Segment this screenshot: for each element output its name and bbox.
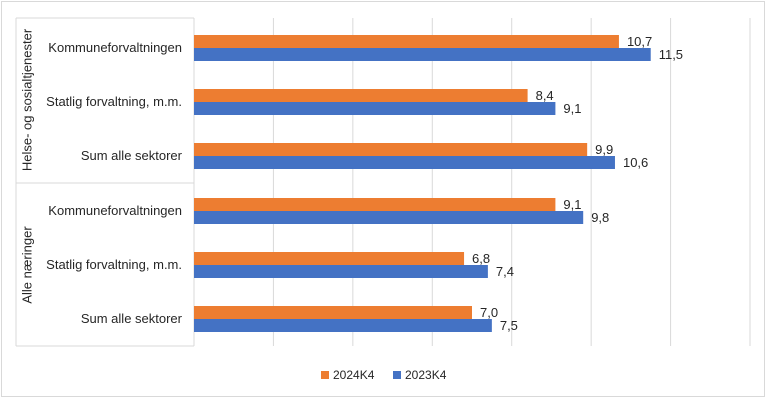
category-label: Statlig forvaltning, m.m. (46, 94, 182, 109)
data-label: 9,1 (563, 197, 581, 212)
data-label: 10,6 (623, 155, 648, 170)
data-label: 9,1 (563, 101, 581, 116)
category-label: Statlig forvaltning, m.m. (46, 257, 182, 272)
data-label: 8,4 (536, 88, 554, 103)
legend-swatch (321, 371, 329, 379)
legend-label: 2023K4 (405, 368, 447, 382)
bar-2023k4 (194, 102, 556, 115)
data-label: 6,8 (472, 251, 490, 266)
bar-2024k4 (194, 252, 465, 265)
bar-2024k4 (194, 89, 528, 102)
group-label: Helse- og sosialtjenester (19, 28, 34, 171)
legend-swatch (393, 371, 401, 379)
category-label: Kommuneforvaltningen (48, 203, 182, 218)
bar-2024k4 (194, 35, 619, 48)
bar-2024k4 (194, 306, 472, 319)
category-label: Sum alle sektorer (81, 148, 183, 163)
category-label: Sum alle sektorer (81, 311, 183, 326)
data-label: 7,0 (480, 305, 498, 320)
legend-label: 2024K4 (333, 368, 375, 382)
bar-2023k4 (194, 156, 615, 169)
data-label: 7,4 (496, 264, 514, 279)
bar-2023k4 (194, 211, 584, 224)
bar-2023k4 (194, 48, 651, 61)
bar-2023k4 (194, 319, 492, 332)
data-label: 11,5 (659, 47, 683, 62)
data-label: 7,5 (500, 318, 518, 333)
data-label: 10,7 (627, 34, 652, 49)
bar-2024k4 (194, 143, 588, 156)
category-label: Kommuneforvaltningen (48, 40, 182, 55)
bar-2023k4 (194, 265, 488, 278)
data-label: 9,8 (591, 210, 609, 225)
data-label: 9,9 (595, 142, 613, 157)
bar-2024k4 (194, 198, 556, 211)
group-label: Alle næringer (19, 226, 34, 304)
